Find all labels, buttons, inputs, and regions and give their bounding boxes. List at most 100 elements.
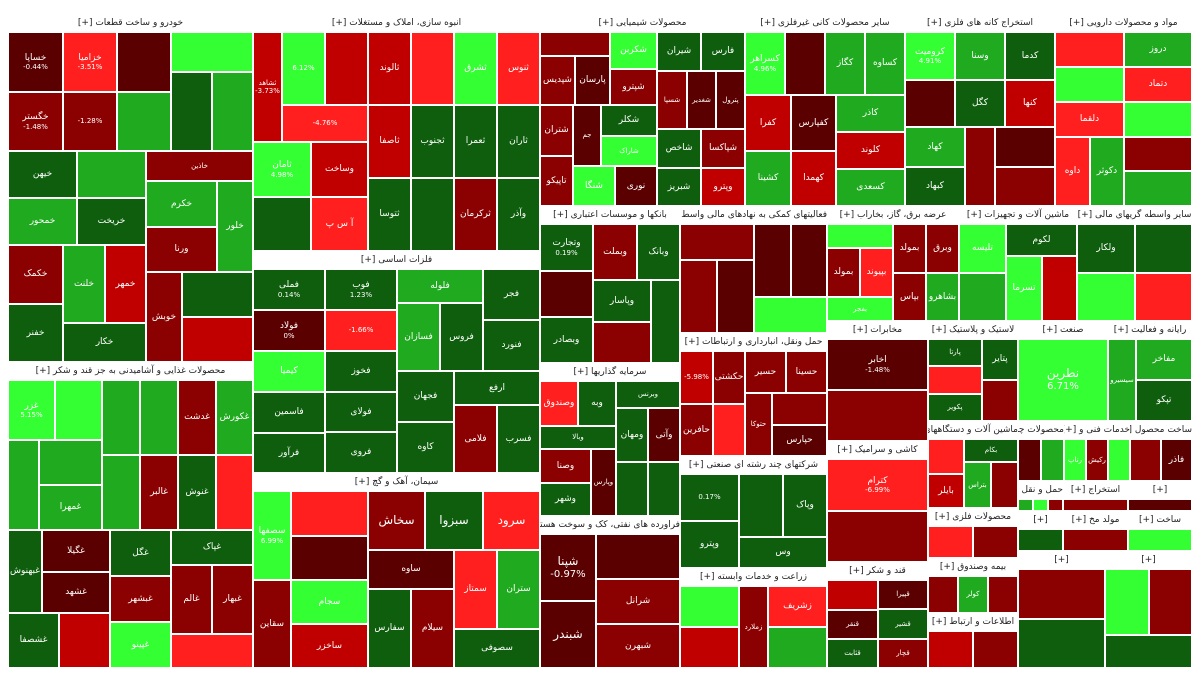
stock-tile[interactable]: خگستر -1.48%	[8, 92, 63, 151]
stock-tile[interactable]: شپترو	[610, 69, 657, 105]
stock-tile[interactable]: سصفها 6.99%	[253, 491, 291, 580]
stock-tile[interactable]	[1042, 256, 1077, 321]
stock-tile[interactable]: -5.98%	[680, 351, 713, 404]
stock-tile[interactable]	[117, 32, 171, 92]
stock-tile[interactable]: فلامی	[454, 405, 497, 473]
stock-tile[interactable]: پارتا	[928, 339, 982, 366]
stock-tile[interactable]: -1.28%	[63, 92, 117, 151]
stock-tile[interactable]: پکویر	[928, 394, 982, 421]
stock-tile[interactable]: کاوه	[397, 422, 454, 473]
stock-tile[interactable]: خکمک	[8, 245, 63, 304]
stock-tile[interactable]: وس	[739, 537, 827, 568]
stock-tile[interactable]	[827, 511, 928, 562]
stock-tile[interactable]	[140, 380, 178, 455]
stock-tile[interactable]	[1135, 224, 1192, 273]
stock-tile[interactable]: فروی	[325, 432, 397, 473]
stock-tile[interactable]	[1048, 499, 1063, 511]
stock-tile[interactable]	[648, 462, 680, 516]
stock-tile[interactable]	[117, 92, 171, 151]
stock-tile[interactable]: غشهد	[42, 572, 110, 613]
stock-tile[interactable]: وبه	[578, 381, 616, 426]
sector-header[interactable]: لاستیک و پلاستیک [+]	[928, 321, 1018, 340]
stock-tile[interactable]: سفارس	[368, 589, 411, 668]
stock-tile[interactable]: کلوند	[836, 132, 905, 169]
stock-tile[interactable]: وصنا	[540, 449, 591, 483]
stock-tile[interactable]	[1128, 529, 1192, 551]
stock-tile[interactable]: شپنا -0.97%	[540, 534, 596, 601]
stock-tile[interactable]: خساپا -0.44%	[8, 32, 63, 92]
sector-header[interactable]: ماشین آلات و دستگاههای برقی [+]	[928, 421, 1018, 440]
stock-tile[interactable]	[102, 380, 140, 455]
stock-tile[interactable]: سقاین	[253, 580, 291, 668]
stock-tile[interactable]: حکشتی	[713, 351, 745, 404]
sector-header[interactable]: حمل و نقل [+]	[1018, 481, 1063, 500]
sector-header[interactable]: مخابرات [+]	[827, 321, 928, 340]
stock-tile[interactable]	[928, 366, 982, 394]
stock-tile[interactable]	[411, 178, 454, 251]
stock-tile[interactable]: زشریف	[768, 586, 827, 627]
stock-tile[interactable]: ورنا	[146, 227, 217, 272]
stock-tile[interactable]	[1077, 273, 1135, 321]
stock-tile[interactable]: وبالا	[540, 426, 616, 449]
stock-tile[interactable]	[754, 224, 791, 297]
stock-tile[interactable]: غکورش	[216, 380, 253, 455]
stock-tile[interactable]: ثاصفا	[368, 105, 411, 178]
stock-tile[interactable]: فلوله	[397, 269, 483, 303]
stock-tile[interactable]: فروس	[440, 303, 483, 371]
stock-tile[interactable]	[1105, 569, 1149, 635]
stock-tile[interactable]	[713, 404, 745, 456]
stock-tile[interactable]: شکربن	[610, 32, 657, 69]
stock-tile[interactable]	[1124, 102, 1192, 137]
stock-tile[interactable]	[411, 32, 454, 105]
stock-tile[interactable]	[8, 440, 39, 530]
stock-tile[interactable]: ارفع	[454, 371, 540, 405]
stock-tile[interactable]: فملی 0.14%	[253, 269, 325, 310]
stock-tile[interactable]	[1055, 32, 1124, 67]
sector-header[interactable]: فراورده های نفتی، کک و سوخت هسته ای [+]	[540, 516, 680, 535]
stock-tile[interactable]: غشصفا	[8, 613, 59, 668]
sector-header[interactable]: فلزات اساسی [+]	[253, 251, 540, 270]
stock-tile[interactable]: کسعدی	[836, 169, 905, 206]
stock-tile[interactable]: ومهان	[616, 408, 648, 462]
stock-tile[interactable]: دلقما	[1055, 102, 1124, 137]
stock-tile[interactable]: غنوش	[178, 455, 216, 530]
stock-tile[interactable]: غپاک	[171, 530, 253, 565]
stock-tile[interactable]	[680, 586, 739, 627]
stock-tile[interactable]: پتاير	[982, 339, 1018, 380]
stock-tile[interactable]: شبندر	[540, 601, 596, 668]
stock-tile[interactable]: سیلام	[411, 589, 454, 668]
stock-tile[interactable]: شنگا	[573, 166, 615, 206]
stock-tile[interactable]	[827, 390, 928, 441]
stock-tile[interactable]: سیسیرو	[1108, 339, 1136, 421]
stock-tile[interactable]: سخاش	[368, 491, 425, 550]
stock-tile[interactable]: غالم	[171, 565, 212, 634]
stock-tile[interactable]	[291, 536, 368, 580]
stock-tile[interactable]: وپترو	[680, 521, 739, 568]
sector-header[interactable]: محصولات فلزی [+]	[928, 508, 1018, 527]
stock-tile[interactable]	[1124, 171, 1192, 206]
stock-tile[interactable]: دروز	[1124, 32, 1192, 67]
stock-tile[interactable]: وآتی	[648, 408, 680, 462]
stock-tile[interactable]	[55, 380, 102, 440]
stock-tile[interactable]: ثامان 4.98%	[253, 142, 311, 197]
stock-tile[interactable]: کاذر	[836, 95, 905, 132]
sector-header[interactable]: محصولات شیمیایی [+]	[540, 14, 745, 33]
stock-tile[interactable]	[182, 272, 253, 317]
stock-tile[interactable]: کفپارس	[791, 95, 836, 151]
stock-tile[interactable]: شاخص	[657, 129, 701, 168]
stock-tile[interactable]: کگل	[955, 80, 1005, 127]
stock-tile[interactable]	[785, 32, 825, 95]
stock-tile[interactable]	[959, 273, 1006, 321]
stock-tile[interactable]: سصوفی	[454, 629, 540, 668]
stock-tile[interactable]: آ س پ	[311, 197, 368, 251]
sector-header[interactable]: محصولات غذایی و آشامیدنی به جز قند و شکر…	[8, 362, 253, 381]
stock-tile[interactable]	[651, 280, 680, 363]
stock-tile[interactable]: شرانل	[596, 579, 680, 624]
stock-tile[interactable]: فوب 1.23%	[325, 269, 397, 310]
stock-tile[interactable]: فاذر	[1161, 439, 1192, 481]
stock-tile[interactable]: قپیرا	[878, 580, 928, 609]
stock-tile[interactable]: دتماد	[1124, 67, 1192, 102]
stock-tile[interactable]	[1108, 439, 1130, 481]
stock-tile[interactable]: وآذر	[497, 178, 540, 251]
stock-tile[interactable]	[791, 224, 827, 297]
